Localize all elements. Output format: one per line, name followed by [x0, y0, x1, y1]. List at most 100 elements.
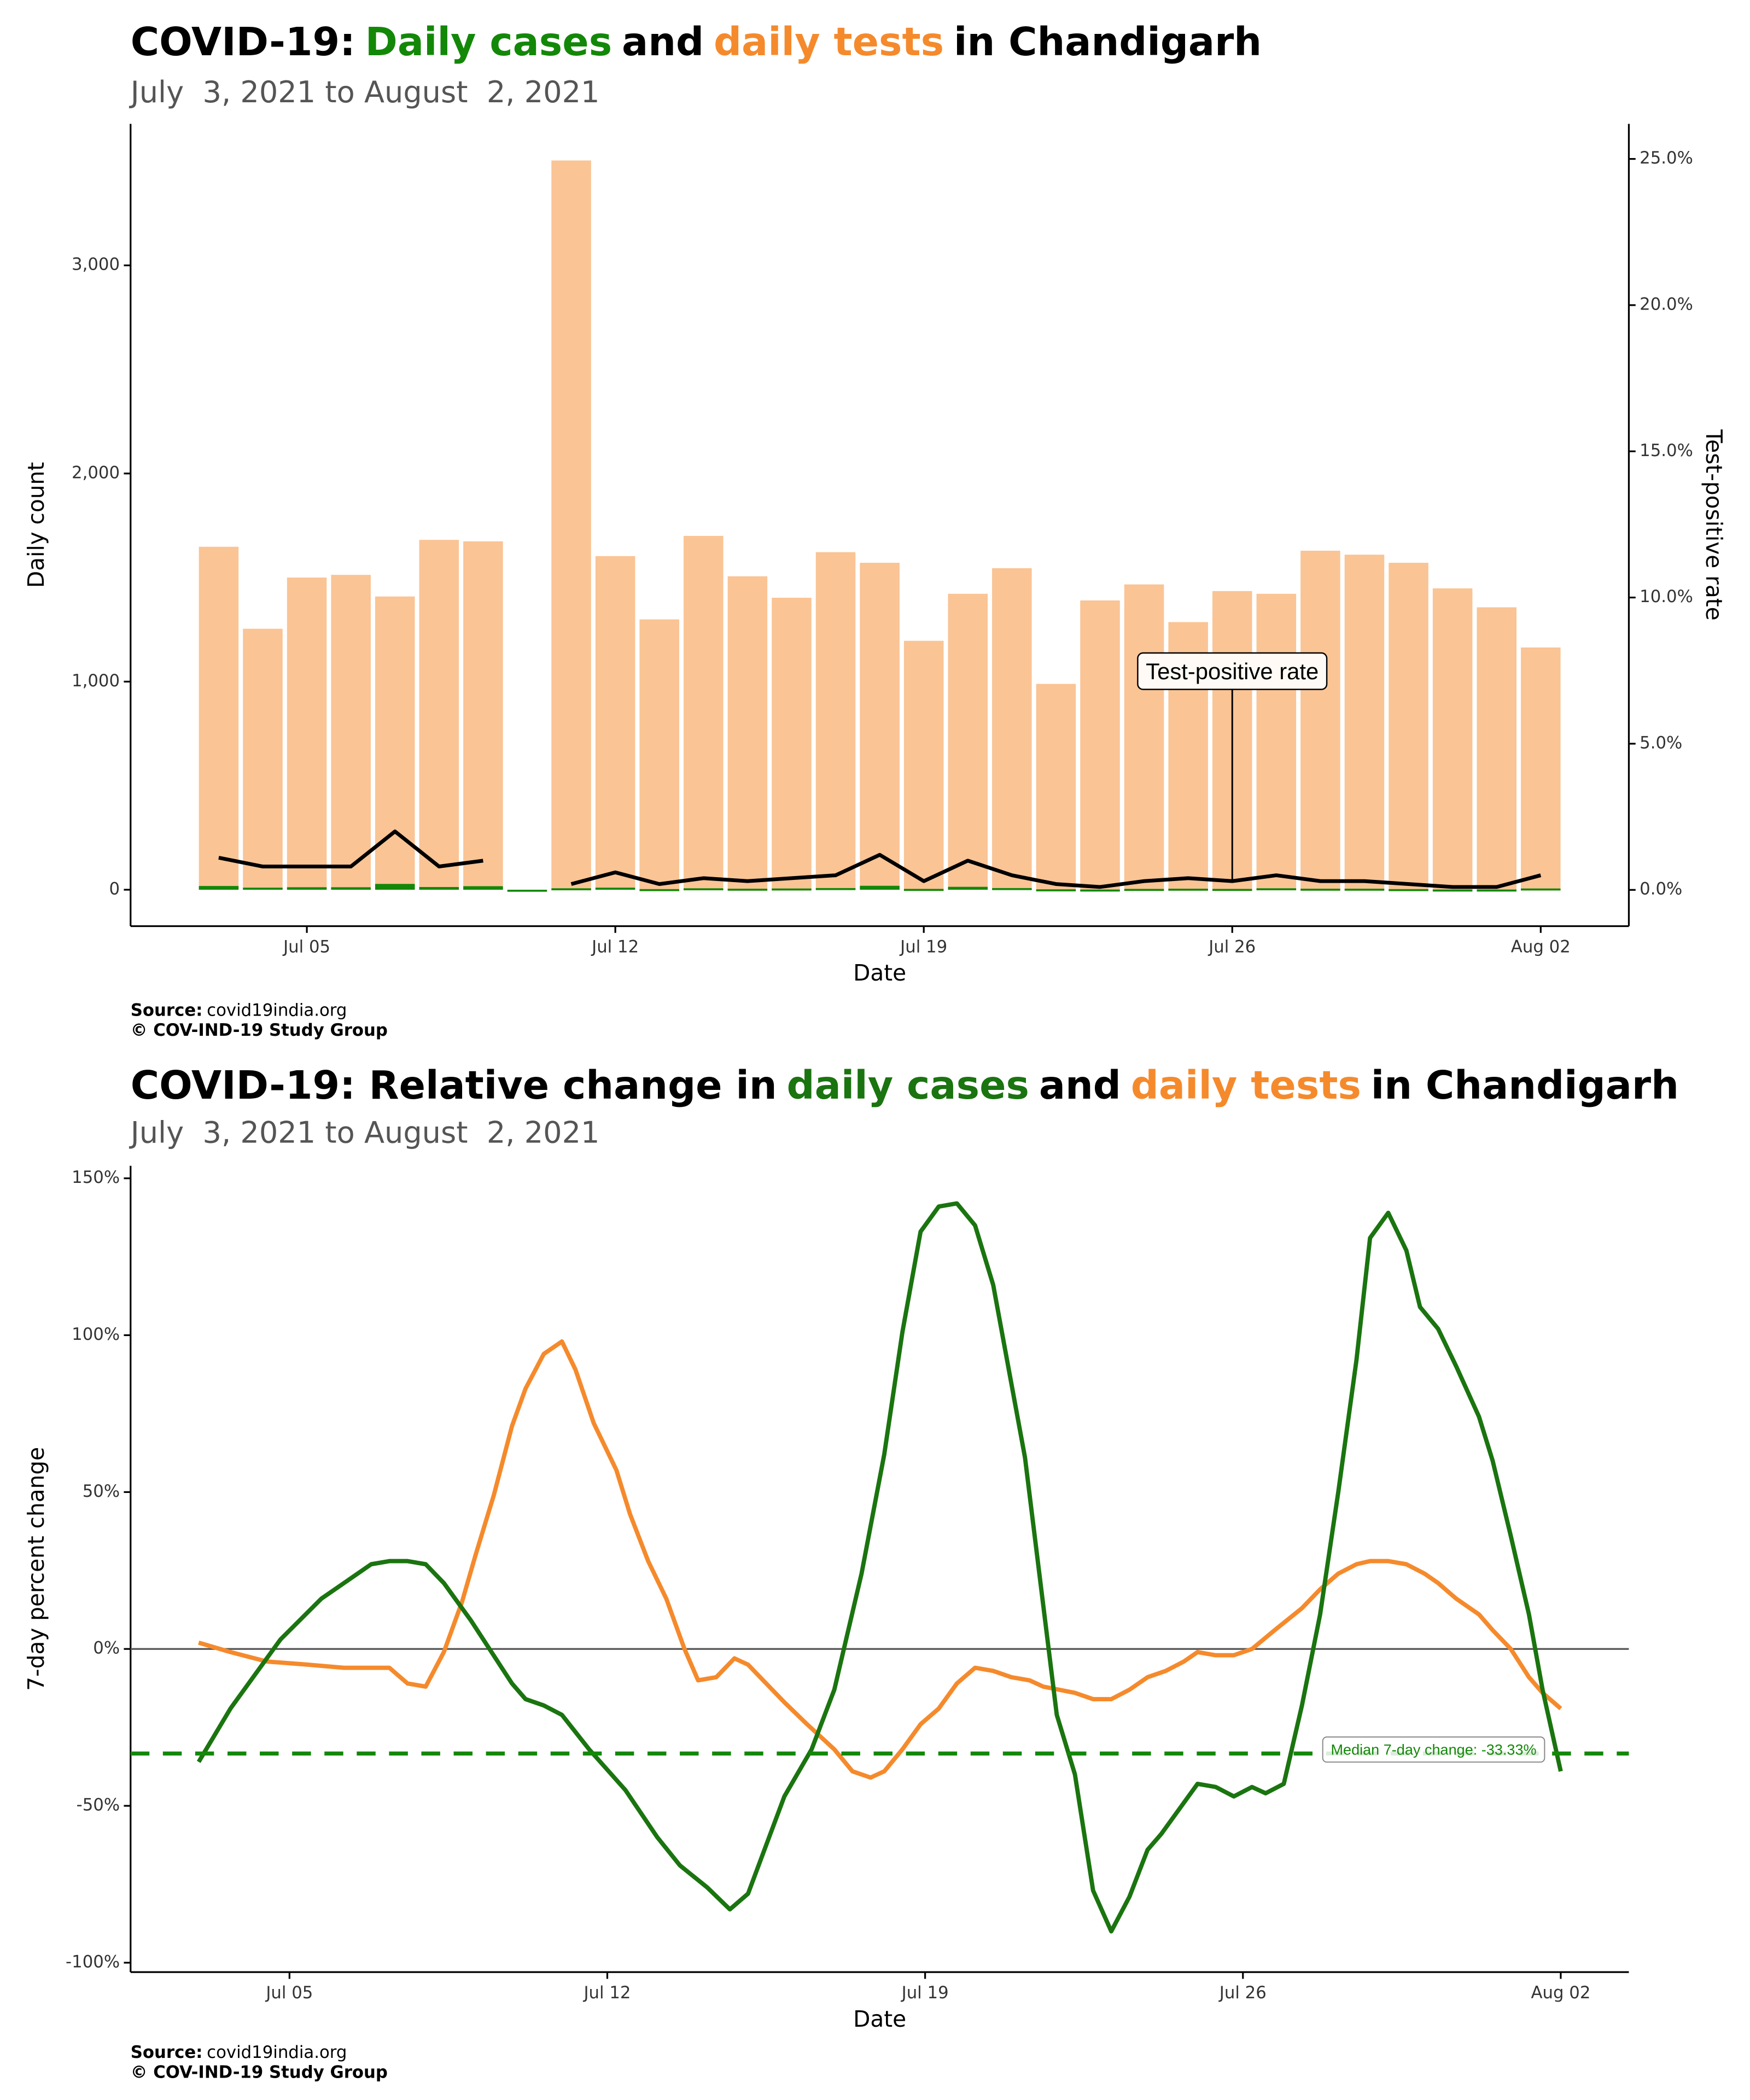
- bar: [595, 556, 635, 890]
- bar: [419, 886, 459, 890]
- bar: [1477, 607, 1516, 890]
- bar: [1432, 889, 1473, 892]
- credit: © COV-IND-19 Study Group: [131, 1020, 388, 1040]
- bar: [1521, 888, 1561, 891]
- bar: [463, 541, 503, 890]
- bar: [1389, 563, 1428, 890]
- title-series-name: daily cases: [787, 1062, 1029, 1107]
- x-tick-label: Jul 19: [899, 937, 947, 956]
- x-tick-label: Aug 02: [1511, 937, 1571, 956]
- bar: [639, 889, 679, 891]
- bar: [331, 887, 371, 890]
- chart-subtitle: July 3, 2021 to August 2, 2021: [129, 1116, 600, 1150]
- bar: [331, 575, 371, 890]
- bar: [684, 535, 724, 890]
- chart-title: COVID-19: Daily cases and daily tests in Cha…: [131, 19, 1262, 65]
- title-series-name: Daily cases: [365, 19, 612, 65]
- y-tick-label: 2,000: [72, 463, 120, 482]
- y-tick-label: -50%: [77, 1795, 120, 1815]
- bar: [772, 888, 812, 891]
- source-label: Source:: [131, 2042, 203, 2062]
- bar: [551, 160, 591, 890]
- median-label-box: [1322, 1736, 1545, 1763]
- bar: [375, 596, 415, 890]
- source-text: covid19india.org: [207, 2042, 347, 2062]
- title-series-name: daily tests: [1131, 1062, 1361, 1107]
- bar: [860, 885, 900, 890]
- bar: [1256, 593, 1297, 890]
- y2-axis-title: Test-positive rate: [1701, 429, 1727, 620]
- annotation-label: Test-positive rate: [1146, 658, 1319, 684]
- bar: [772, 598, 812, 890]
- line: [196, 1201, 1563, 1934]
- y-tick-label: 0%: [93, 1638, 120, 1658]
- y-tick-label: 0: [109, 879, 120, 899]
- title-part: in Chandigarh: [954, 19, 1262, 65]
- line: [218, 829, 483, 868]
- bar: [1432, 588, 1473, 890]
- bar: [463, 886, 503, 890]
- chart-title: COVID-19: Relative change in daily cases a…: [131, 1062, 1679, 1107]
- bar: [1036, 889, 1076, 891]
- median-label: Median 7-day change: -33.33%: [1331, 1741, 1536, 1758]
- bar: [1300, 889, 1340, 891]
- title-series-name: daily tests: [714, 19, 944, 65]
- title-part: in Chandigarh: [1371, 1062, 1679, 1107]
- bar: [1124, 889, 1164, 891]
- y-tick-label: 3,000: [72, 255, 120, 275]
- x-tick-label: Jul 05: [282, 937, 330, 956]
- x-tick-label: Aug 02: [1531, 1983, 1590, 2003]
- bar: [1300, 550, 1340, 890]
- bar: [1124, 584, 1164, 890]
- y2-tick-label: 15.0%: [1640, 441, 1693, 460]
- bar: [1080, 600, 1120, 890]
- bar: [727, 576, 768, 890]
- y-tick-label: 100%: [72, 1325, 120, 1344]
- source-text: covid19india.org: [207, 1000, 347, 1020]
- bar: [1344, 889, 1385, 891]
- bar: [1521, 647, 1561, 890]
- bar: [1256, 888, 1297, 890]
- credit: © COV-IND-19 Study Group: [131, 2062, 388, 2082]
- y-tick-label: 50%: [83, 1481, 120, 1501]
- x-tick-label: Jul 12: [582, 1983, 631, 2003]
- bar: [507, 889, 547, 892]
- bar: [595, 888, 635, 890]
- bar: [375, 884, 415, 890]
- bar: [1168, 889, 1208, 891]
- source: Source: covid19india.org: [131, 2042, 347, 2062]
- bar: [199, 546, 239, 890]
- bar: [727, 889, 768, 891]
- bar: [243, 888, 283, 890]
- bar: [1212, 889, 1252, 891]
- bar: [243, 628, 283, 890]
- y-axis-title: Daily count: [23, 462, 49, 588]
- chart-subtitle: July 3, 2021 to August 2, 2021: [129, 75, 600, 109]
- line: [198, 1339, 1562, 1780]
- source: Source: covid19india.org: [131, 1000, 347, 1020]
- title-part: COVID-19: Relative change in: [131, 1062, 777, 1107]
- bar: [992, 568, 1032, 890]
- y-tick-label: 150%: [72, 1168, 120, 1187]
- x-tick-label: Jul 19: [901, 1983, 949, 2003]
- x-tick-label: Jul 05: [265, 1983, 313, 2003]
- bar: [551, 888, 591, 890]
- y2-tick-label: 5.0%: [1640, 733, 1682, 752]
- bar: [1389, 889, 1428, 891]
- annotation-box: [1137, 652, 1328, 690]
- y2-tick-label: 20.0%: [1640, 294, 1693, 314]
- bar: [287, 578, 327, 890]
- bar: [992, 888, 1032, 890]
- bar: [860, 563, 900, 890]
- bar: [1036, 684, 1076, 890]
- bar: [903, 889, 944, 891]
- x-axis-title: Date: [853, 2006, 906, 2032]
- bar: [815, 552, 856, 890]
- x-tick-label: Jul 12: [591, 937, 639, 956]
- bar: [903, 640, 944, 890]
- y-axis-title: 7-day percent change: [23, 1447, 49, 1691]
- y2-tick-label: 10.0%: [1640, 587, 1693, 606]
- line: [570, 853, 1542, 889]
- title-part: and: [1039, 1062, 1121, 1107]
